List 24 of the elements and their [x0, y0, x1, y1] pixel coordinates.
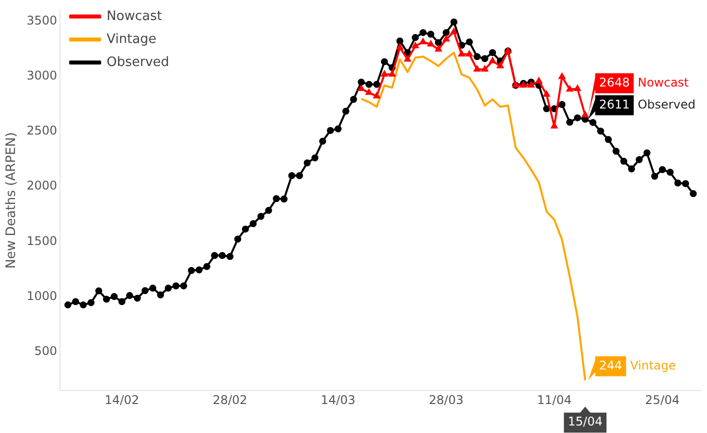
legend-label: Vintage	[630, 358, 676, 372]
x-tick-label: 25/04	[645, 392, 680, 407]
y-tick-label: 1500	[26, 234, 58, 248]
x-tick-label: 14/03	[320, 392, 356, 407]
y-axis-title: New Deaths (ARPEN)	[4, 132, 20, 269]
legend-label: Observed	[106, 54, 170, 70]
y-tick-label: 2000	[26, 178, 58, 193]
data-label: 244	[599, 358, 622, 372]
text: Vintage	[106, 32, 156, 47]
data-label: 2648	[599, 75, 630, 90]
text: Observed	[638, 97, 696, 112]
text: Nowcast	[638, 75, 689, 90]
y-tick-label: 3000	[26, 68, 58, 82]
x-tick-label: 14/02	[104, 392, 140, 407]
legend-label: Nowcast	[106, 8, 162, 24]
x-tick-label: 11/04	[537, 392, 572, 407]
y-tick-label: 500	[34, 344, 58, 358]
y-tick-label: 3500	[26, 13, 58, 28]
y-tick-label: 2500	[26, 124, 58, 138]
x-tick-label: 28/03	[428, 392, 464, 407]
data-label: 2611	[599, 97, 630, 112]
x-tick-label: 28/02	[212, 392, 248, 407]
y-tick-label: 1000	[26, 289, 58, 304]
text: 15/04	[568, 414, 602, 429]
